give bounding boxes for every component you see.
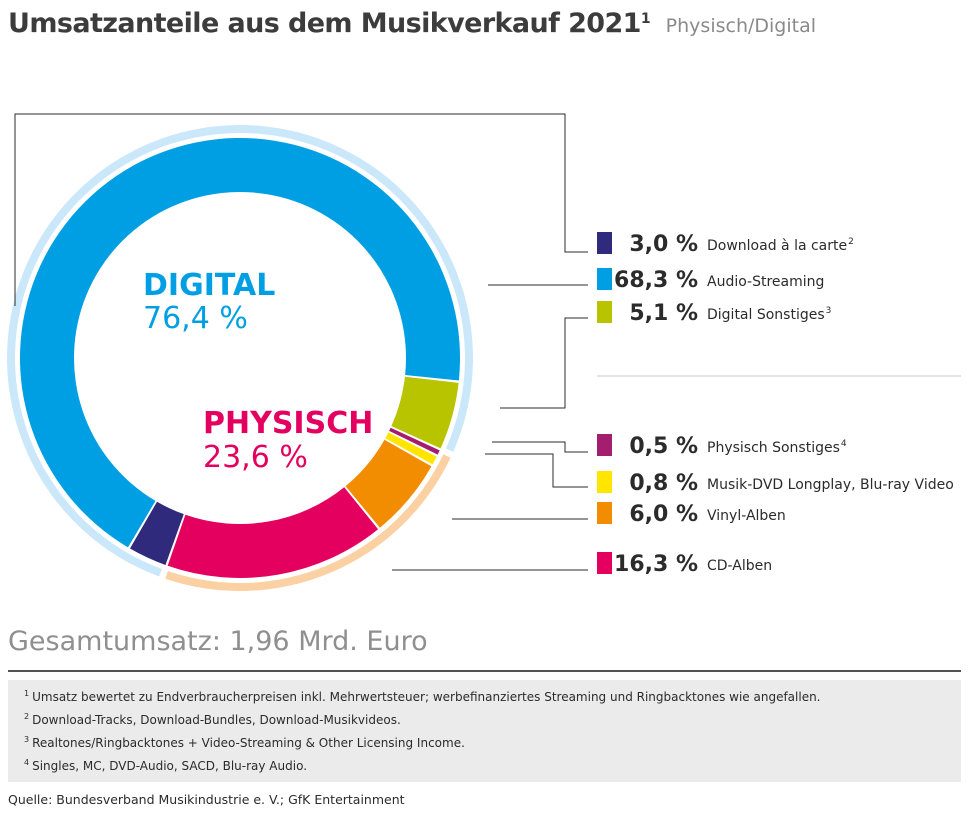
- footnote-4: 4 Singles, MC, DVD-Audio, SACD, Blu-ray A…: [24, 758, 307, 773]
- legend-value-physisch-sonstiges: 0,5 %: [629, 434, 698, 459]
- donut-slice-vinyl-alben: [345, 439, 432, 528]
- group-ring-physisch: [165, 454, 451, 592]
- donut-slices: [19, 137, 461, 578]
- legend-swatch-vinyl-alben: [597, 502, 612, 524]
- legend-label-audio-streaming: Audio-Streaming: [707, 274, 824, 290]
- chart-title-block: Umsatzanteile aus dem Musikverkauf 20211…: [8, 8, 816, 39]
- footnotes-box: 1 Umsatz bewertet zu Endverbraucherpreise…: [8, 680, 961, 782]
- group-label-digital: DIGITAL: [143, 268, 275, 303]
- donut-slice-digital-sonstiges: [391, 376, 459, 449]
- group-value-digital: 76,4 %: [143, 301, 248, 336]
- source-note: Quelle: Bundesverband Musikindustrie e. …: [8, 792, 405, 807]
- legend-swatch-audio-streaming: [597, 268, 612, 290]
- total-revenue: Gesamtumsatz: 1,96 Mrd. Euro: [8, 626, 428, 657]
- chart-title: Umsatzanteile aus dem Musikverkauf 2021: [8, 8, 641, 39]
- legend-label-physisch-sonstiges: Physisch Sonstiges4: [707, 439, 847, 456]
- chart-subtitle: Physisch/Digital: [665, 15, 817, 37]
- footnote-text: Realtones/Ringbacktones + Video-Streamin…: [32, 736, 465, 750]
- leader-line-3: [500, 317, 588, 409]
- legend-value-digital-sonstiges: 5,1 %: [629, 301, 698, 326]
- footnote-mark: 2: [24, 712, 30, 721]
- legend-swatch-physisch-sonstiges: [597, 434, 612, 456]
- donut-slice-cd-alben: [167, 487, 379, 578]
- footnote-3: 3 Realtones/Ringbacktones + Video-Streami…: [24, 735, 465, 750]
- legend-label-digital-sonstiges: Digital Sonstiges3: [707, 306, 831, 323]
- legend-swatch-digital-sonstiges: [597, 301, 612, 323]
- group-value-physisch: 23,6 %: [203, 440, 308, 475]
- footnote-1: 1 Umsatz bewertet zu Endverbraucherpreise…: [24, 689, 821, 704]
- leader-line-1: [14, 113, 588, 306]
- footnote-text: Umsatz bewertet zu Endverbraucherpreisen…: [32, 690, 821, 704]
- legend-value-vinyl-alben: 6,0 %: [629, 502, 698, 527]
- legend-value-cd-alben: 16,3 %: [614, 552, 698, 577]
- legend-value-musik-dvd-longplay-blu-ray-video: 0,8 %: [629, 471, 698, 496]
- legend-value-audio-streaming: 68,3 %: [614, 268, 698, 293]
- footnote-text: Singles, MC, DVD-Audio, SACD, Blu-ray Au…: [32, 759, 308, 773]
- donut-slice-physisch-sonstiges: [389, 427, 440, 455]
- leader-lines: [14, 113, 588, 571]
- group-rings: [6, 125, 473, 592]
- donut-slice-musik-dvd-longplay-blu-ray-video: [385, 432, 437, 465]
- leader-line-5: [485, 453, 588, 488]
- footnote-mark: 3: [24, 735, 30, 744]
- legend-value-download-la-carte: 3,0 %: [629, 232, 698, 257]
- legend-label-download-la-carte: Download à la carte2: [707, 237, 854, 254]
- footnote-mark: 1: [24, 689, 30, 698]
- group-label-physisch: PHYSISCH: [203, 406, 373, 441]
- footnote-mark: 4: [24, 758, 30, 767]
- footnote-text: Download-Tracks, Download-Bundles, Downl…: [32, 713, 401, 727]
- legend-label-musik-dvd-longplay-blu-ray-video: Musik-DVD Longplay, Blu-ray Video: [707, 477, 954, 493]
- divider-rule: [8, 670, 961, 672]
- legend-swatch-download-la-carte: [597, 232, 612, 254]
- legend-label-vinyl-alben: Vinyl-Alben: [707, 508, 786, 524]
- legend-swatch-cd-alben: [597, 552, 612, 574]
- title-footnote-mark: 1: [640, 10, 651, 27]
- group-ring-digital: [6, 125, 473, 577]
- legend: 3,0 % Download à la carte2 68,3 % Audio-Str…: [597, 232, 954, 577]
- donut-slice-download-la-carte: [130, 501, 184, 565]
- footnote-2: 2 Download-Tracks, Download-Bundles, Down…: [24, 712, 401, 727]
- legend-swatch-musik-dvd-longplay-blu-ray-video: [597, 471, 612, 493]
- leader-line-4: [492, 441, 588, 453]
- donut-chart: 3,0 % Download à la carte2 68,3 % Audio-Str…: [6, 113, 961, 592]
- legend-label-cd-alben: CD-Alben: [707, 558, 772, 574]
